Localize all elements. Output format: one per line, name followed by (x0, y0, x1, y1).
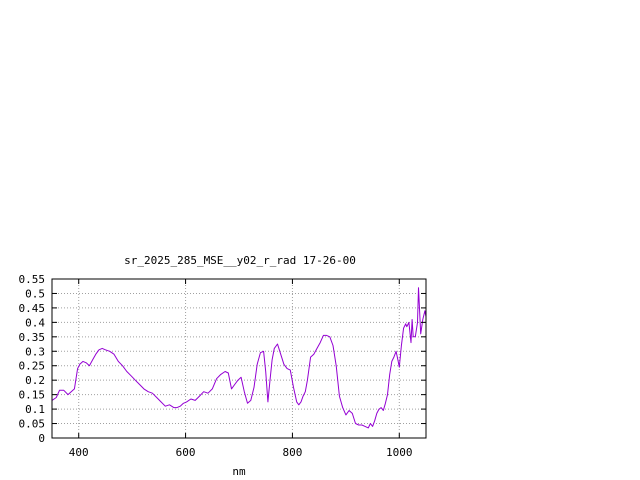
series-line (51, 287, 427, 429)
x-axis-label: nm (232, 465, 246, 478)
y-tick-label: 0.5 (25, 287, 45, 300)
y-tick-labels: 00.05 0.10.15 0.20.25 0.30.35 0.40.45 0.50.55 (19, 273, 46, 445)
y-tick-label: 0.45 (19, 302, 46, 315)
y-tick-label: 0.35 (19, 331, 46, 344)
x-tick-label: 1000 (386, 446, 413, 459)
y-tick-label: 0.55 (19, 273, 46, 286)
y-tick-label: 0.05 (19, 418, 46, 431)
y-tick-label: 0.2 (25, 374, 45, 387)
y-tick-label: 0.25 (19, 360, 46, 373)
x-tick-label: 800 (282, 446, 302, 459)
y-tick-label: 0.3 (25, 345, 45, 358)
x-tick-labels: 400 600 800 1000 (69, 446, 413, 459)
grid-lines (52, 279, 426, 438)
tick-marks (52, 278, 426, 439)
chart-title: sr_2025_285_MSE__y02_r_rad 17-26-00 (124, 254, 356, 267)
y-tick-label: 0.4 (25, 316, 45, 329)
y-tick-label: 0 (38, 432, 45, 445)
y-tick-label: 0.1 (25, 403, 45, 416)
series-line-group (51, 287, 427, 429)
y-tick-label: 0.15 (19, 389, 46, 402)
x-tick-label: 600 (176, 446, 196, 459)
plot-frame (51, 278, 427, 439)
x-tick-label: 400 (69, 446, 89, 459)
